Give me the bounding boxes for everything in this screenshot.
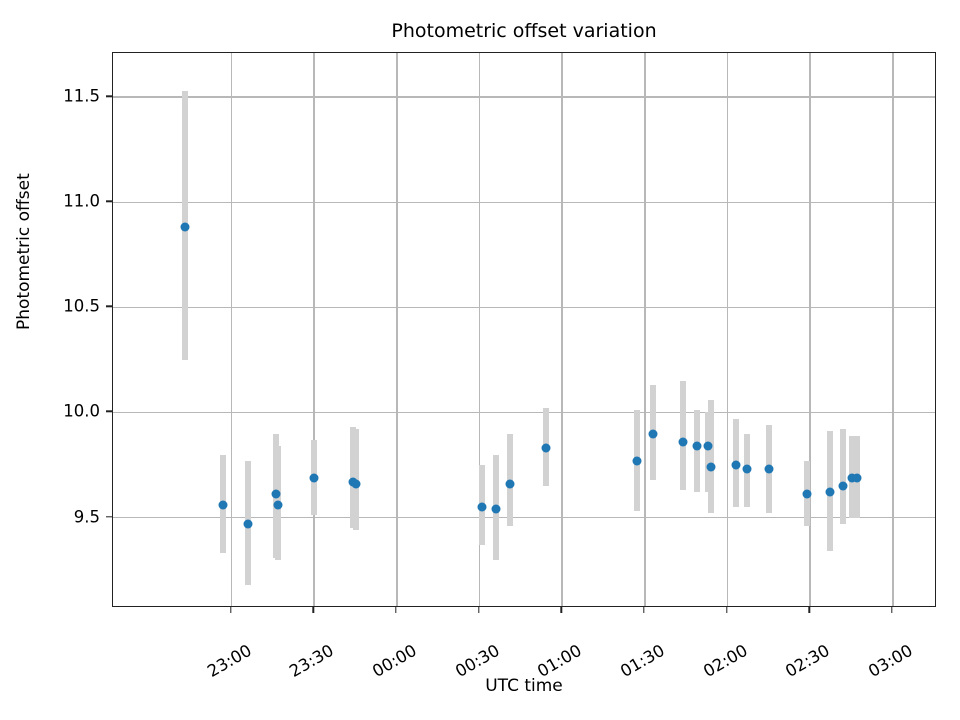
data-point [703, 441, 713, 451]
data-point [648, 429, 658, 438]
x-axis-label: UTC time [485, 676, 563, 696]
data-point [825, 487, 835, 497]
y-tick-label: 10.5 [63, 296, 100, 316]
data-point [541, 443, 551, 453]
gridline-vertical [892, 53, 894, 606]
data-point [273, 500, 283, 510]
gridline-horizontal [113, 201, 935, 203]
gridline-vertical [809, 53, 811, 606]
data-point [491, 504, 501, 514]
chart-title: Photometric offset variation [391, 20, 657, 42]
data-point [351, 479, 360, 489]
x-tick-mark [643, 607, 645, 613]
x-tick-label: 00:30 [451, 640, 503, 682]
x-tick-mark [891, 607, 893, 613]
data-point [847, 473, 857, 483]
x-tick-mark [808, 607, 810, 613]
data-point [243, 519, 253, 529]
x-tick-label: 01:30 [617, 640, 668, 682]
data-point [742, 464, 752, 474]
x-tick-mark [395, 607, 397, 613]
gridline-vertical [726, 53, 729, 606]
x-tick-label: 23:30 [286, 640, 338, 682]
data-point [218, 500, 228, 510]
x-tick-label: 02:00 [699, 640, 751, 682]
x-tick-mark [725, 607, 728, 613]
gridline-horizontal [113, 306, 935, 309]
error-bar [680, 380, 687, 491]
error-bar [840, 429, 847, 524]
x-tick-mark [560, 607, 562, 613]
x-tick-label: 03:00 [865, 640, 916, 682]
y-axis-label: Photometric offset [14, 173, 34, 330]
data-point [706, 462, 716, 472]
data-point [692, 441, 702, 451]
data-point [271, 489, 281, 499]
x-tick-label: 23:00 [203, 640, 255, 682]
data-point [477, 502, 487, 512]
data-point [505, 479, 515, 489]
data-point [838, 481, 848, 491]
x-tick-label: 02:30 [782, 640, 834, 682]
data-point [180, 222, 190, 232]
x-tick-mark [477, 607, 480, 613]
data-point [632, 456, 642, 466]
gridline-horizontal [113, 516, 935, 519]
y-tick-label: 11.0 [63, 191, 100, 211]
gridline-horizontal [113, 96, 935, 98]
x-tick-label: 01:00 [534, 640, 586, 682]
data-point [309, 473, 319, 483]
gridline-horizontal [113, 411, 935, 414]
gridline-vertical [313, 53, 315, 606]
data-point [764, 464, 774, 474]
y-tick-label: 9.5 [73, 507, 100, 527]
gridline-vertical [644, 53, 646, 606]
data-point [802, 489, 812, 499]
x-tick-mark [229, 607, 232, 613]
data-point [731, 460, 741, 470]
x-tick-mark [312, 607, 314, 613]
gridline-vertical [478, 53, 481, 606]
data-point [852, 473, 862, 483]
gridline-vertical [230, 53, 233, 606]
data-point [678, 437, 688, 447]
x-tick-label: 00:00 [369, 640, 420, 682]
gridline-vertical [396, 53, 398, 606]
plot-area [112, 52, 936, 607]
gridline-vertical [561, 53, 563, 606]
y-tick-label: 10.0 [63, 401, 100, 421]
error-bar [694, 410, 701, 493]
error-bar [708, 399, 715, 514]
y-tick-label: 11.5 [63, 86, 100, 106]
